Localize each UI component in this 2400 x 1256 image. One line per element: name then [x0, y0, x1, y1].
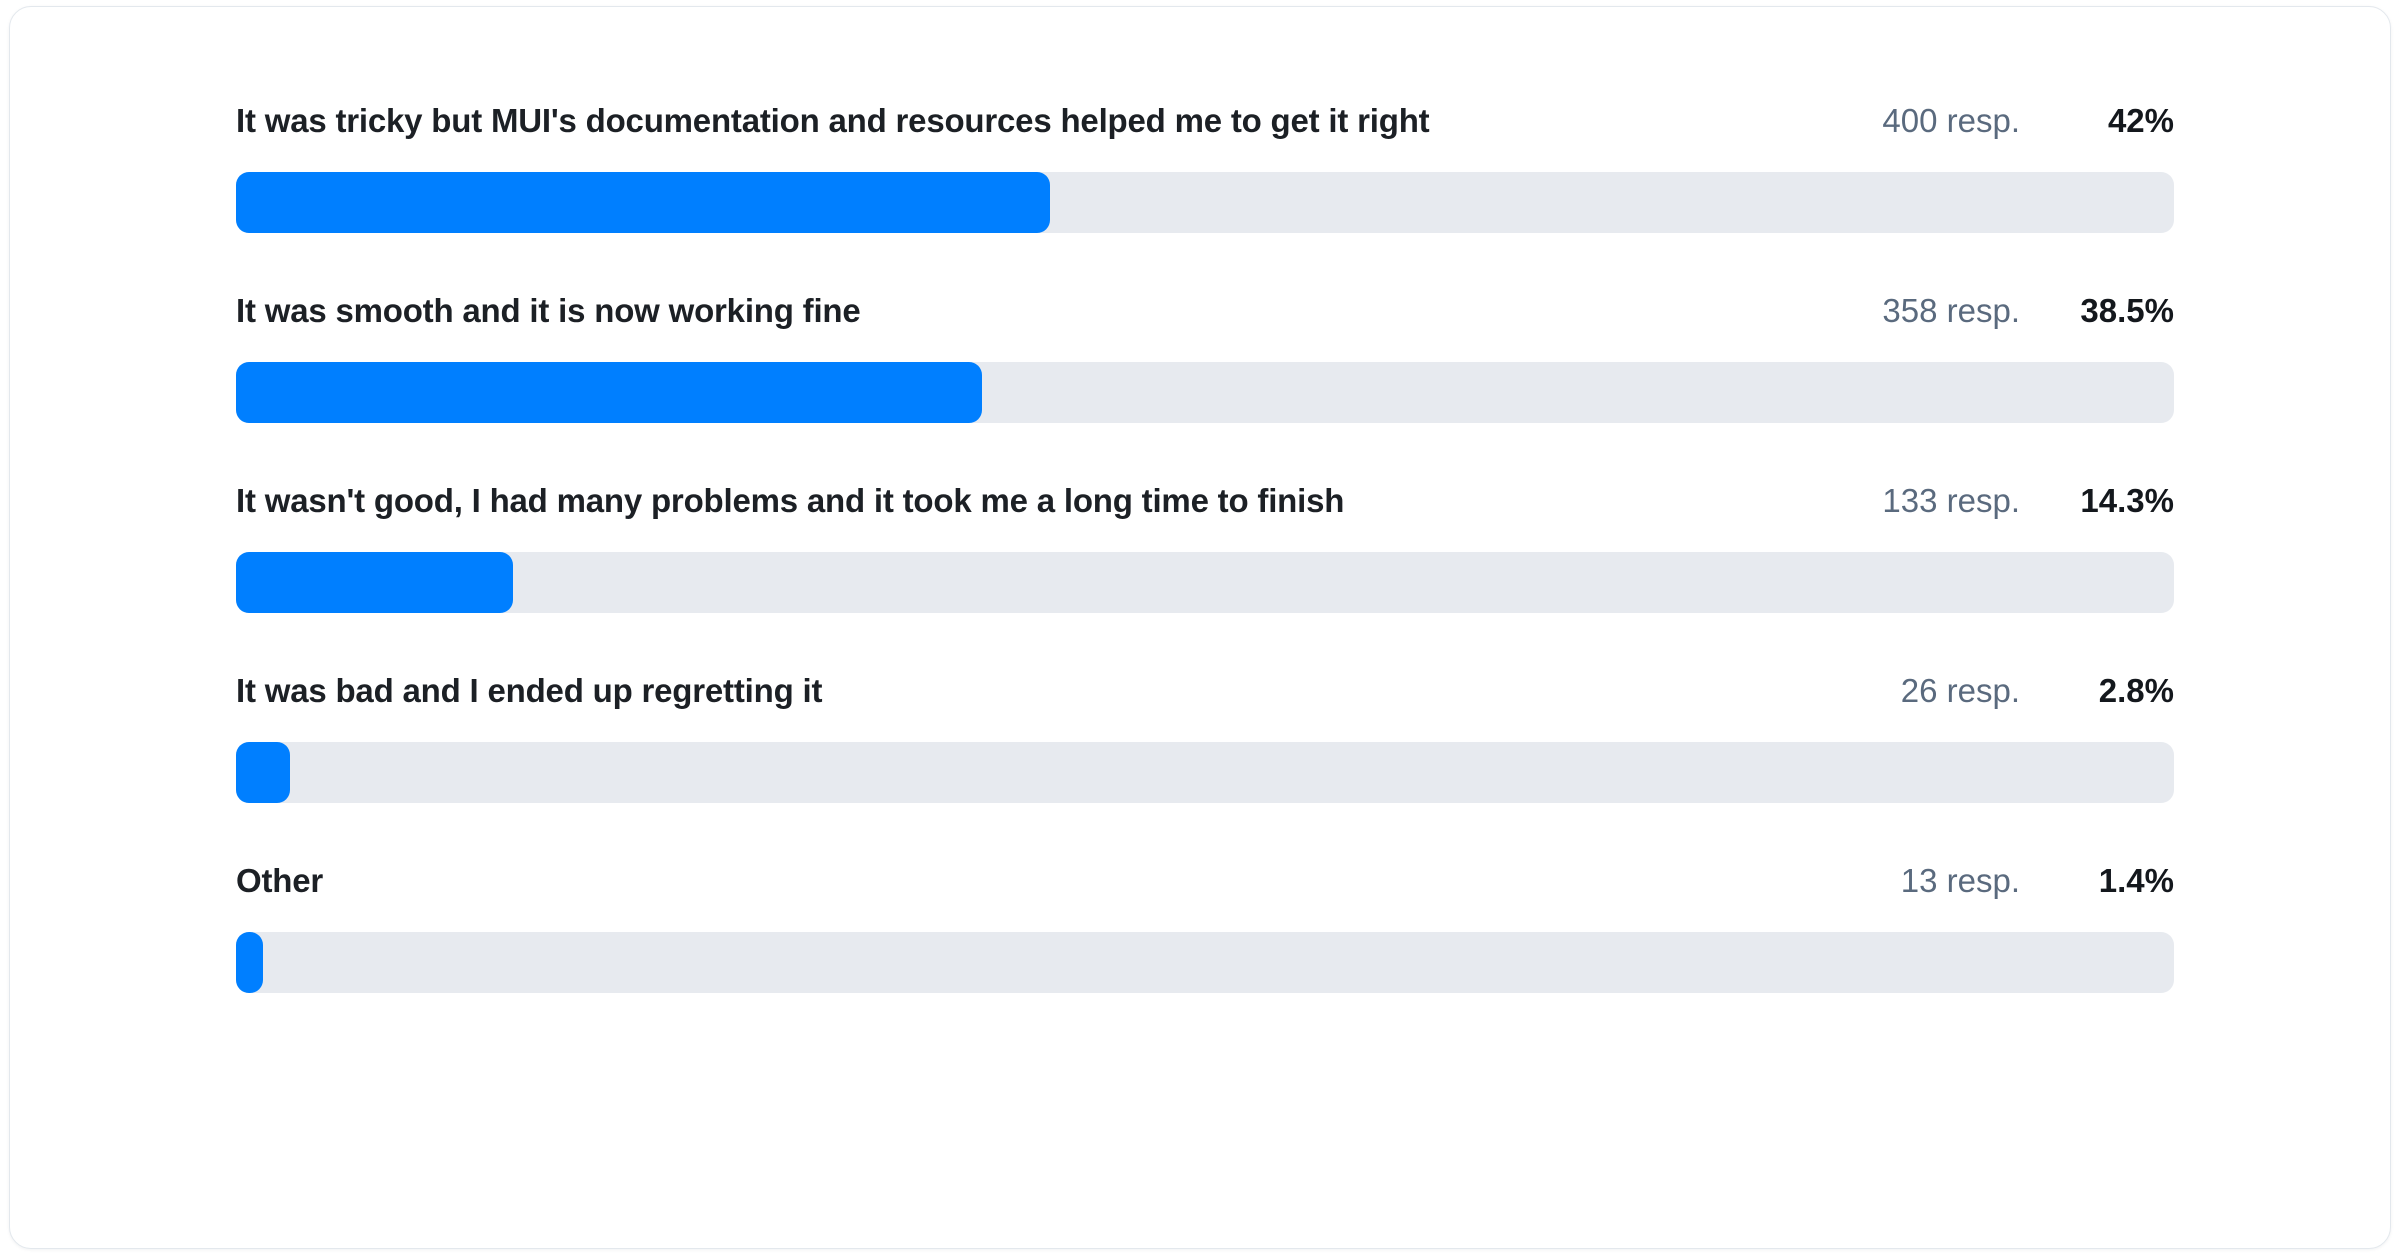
bar-track: [236, 552, 2174, 613]
bar-row-responses: 358 resp.: [1882, 292, 2020, 329]
bar-row-header: It was smooth and it is now working fine…: [236, 289, 2174, 333]
bar-row-header: Other 13 resp. 1.4%: [236, 859, 2174, 903]
bar-row-label: It wasn't good, I had many problems and …: [236, 482, 1345, 519]
bar-row-header: It was tricky but MUI's documentation an…: [236, 99, 2174, 143]
bar-row-stats: 13 resp. 1.4%: [1834, 859, 2174, 903]
bar-track: [236, 172, 2174, 233]
bar-row-header: It was bad and I ended up regretting it …: [236, 669, 2174, 713]
bar-row-stats: 400 resp. 42%: [1834, 99, 2174, 143]
bar-row-percent: 1.4%: [2098, 862, 2174, 899]
bar-row[interactable]: It was smooth and it is now working fine…: [236, 289, 2174, 423]
bar-row-label: It was bad and I ended up regretting it: [236, 672, 823, 709]
bar-row-responses: 133 resp.: [1882, 482, 2020, 519]
bar-row-label: It was smooth and it is now working fine: [236, 292, 861, 329]
bar-row-percent: 2.8%: [2098, 672, 2174, 709]
bar-fill: [236, 172, 1050, 233]
bar-fill: [236, 362, 983, 423]
bar-row-responses: 13 resp.: [1900, 862, 2020, 899]
bar-row-stats: 358 resp. 38.5%: [1834, 289, 2174, 333]
survey-results-card: It was tricky but MUI's documentation an…: [9, 6, 2391, 1249]
bar-fill: [236, 742, 291, 803]
bar-row-header: It wasn't good, I had many problems and …: [236, 479, 2174, 523]
bar-fill: [236, 932, 264, 993]
bar-row-responses: 400 resp.: [1882, 102, 2020, 139]
horizontal-bar-chart: It was tricky but MUI's documentation an…: [236, 99, 2174, 993]
bar-row-label: It was tricky but MUI's documentation an…: [236, 102, 1430, 139]
bar-track: [236, 932, 2174, 993]
bar-row-responses: 26 resp.: [1900, 672, 2020, 709]
bar-row-percent: 42%: [2107, 102, 2174, 139]
bar-row-stats: 26 resp. 2.8%: [1834, 669, 2174, 713]
bar-row[interactable]: It was bad and I ended up regretting it …: [236, 669, 2174, 803]
bar-fill: [236, 552, 514, 613]
bar-row[interactable]: It wasn't good, I had many problems and …: [236, 479, 2174, 613]
bar-track: [236, 362, 2174, 423]
bar-track: [236, 742, 2174, 803]
bar-row-percent: 38.5%: [2080, 292, 2174, 329]
bar-row-label: Other: [236, 862, 324, 899]
bar-row-stats: 133 resp. 14.3%: [1834, 479, 2174, 523]
bar-row[interactable]: It was tricky but MUI's documentation an…: [236, 99, 2174, 233]
bar-row-percent: 14.3%: [2080, 482, 2174, 519]
bar-row[interactable]: Other 13 resp. 1.4%: [236, 859, 2174, 993]
